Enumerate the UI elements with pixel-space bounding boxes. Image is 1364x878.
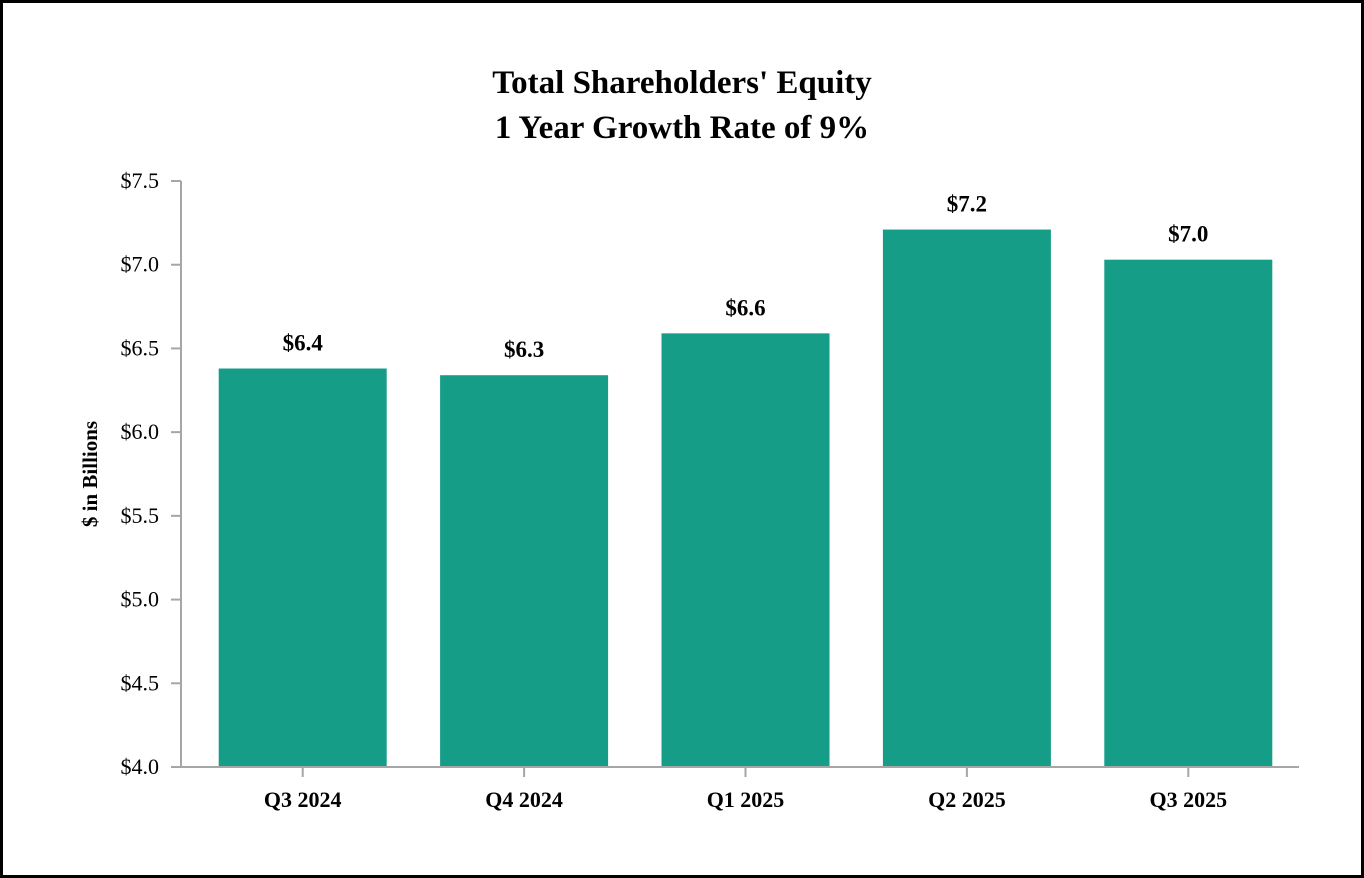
- y-tick-label: $5.5: [121, 503, 160, 528]
- x-tick-label: Q2 2025: [928, 787, 1006, 812]
- data-label: $6.3: [504, 337, 544, 362]
- bar-q1-2025: [661, 333, 830, 767]
- x-tick-label: Q3 2025: [1149, 787, 1227, 812]
- data-label: $7.2: [947, 192, 987, 217]
- x-tick-label: Q4 2024: [485, 787, 563, 812]
- chart-title-line-1: Total Shareholders' Equity: [492, 65, 872, 101]
- y-tick-label: $4.0: [121, 754, 160, 779]
- y-tick-label: $5.0: [121, 587, 160, 612]
- data-label: $6.6: [725, 295, 765, 320]
- y-axis-label: $ in Billions: [78, 421, 102, 527]
- y-tick-label: $7.5: [121, 168, 160, 193]
- bar-q3-2025: [1104, 259, 1273, 767]
- y-tick-label: $4.5: [121, 670, 160, 695]
- y-tick-label: $6.5: [121, 335, 160, 360]
- bar-q2-2025: [882, 229, 1051, 767]
- x-tick-label: Q3 2024: [264, 787, 342, 812]
- chart-title-line-2: 1 Year Growth Rate of 9%: [495, 110, 869, 146]
- x-tick-label: Q1 2025: [707, 787, 785, 812]
- y-tick-label: $6.0: [121, 419, 160, 444]
- y-tick-label: $7.0: [121, 252, 160, 277]
- data-label: $6.4: [283, 331, 324, 356]
- data-label: $7.0: [1168, 222, 1208, 247]
- bar-q3-2024: [218, 368, 387, 767]
- bar-q4-2024: [440, 375, 609, 767]
